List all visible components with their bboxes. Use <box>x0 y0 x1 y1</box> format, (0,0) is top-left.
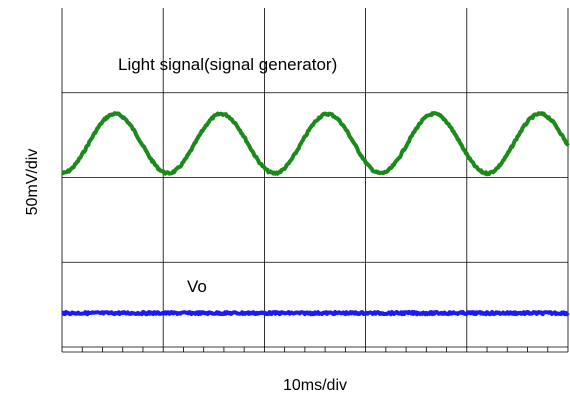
y-axis-label: 50mV/div <box>24 149 41 216</box>
vo-trace <box>61 310 570 317</box>
light-signal-annotation: Light signal(signal generator) <box>118 55 337 74</box>
x-axis-label: 10ms/div <box>283 377 347 394</box>
light-trace <box>61 111 570 177</box>
vo-annotation: Vo <box>187 277 207 296</box>
grid <box>61 8 569 353</box>
traces <box>61 111 570 317</box>
